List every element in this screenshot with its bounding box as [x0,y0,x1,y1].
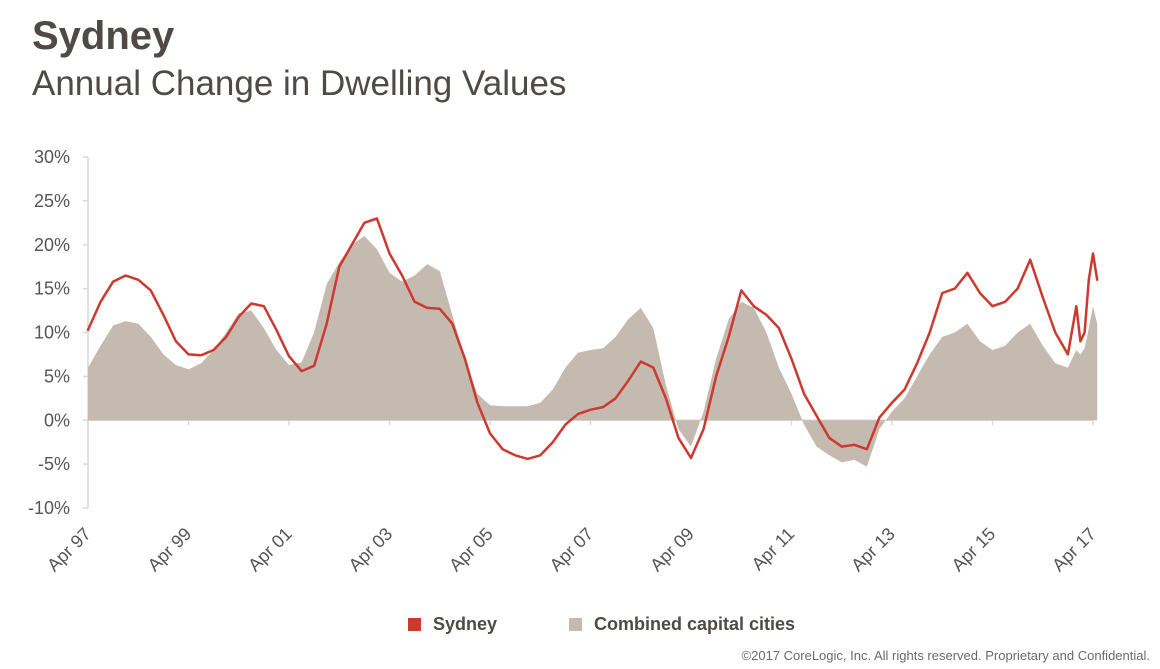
x-tick-label: Apr 11 [748,524,799,575]
y-tick-label: 0% [44,410,70,430]
x-tick-label: Apr 15 [948,524,1000,576]
y-tick-label: -5% [38,454,70,474]
legend-item-combined: Combined capital cities [569,614,795,635]
x-tick-label: Apr 97 [43,524,95,576]
chart-title: Sydney [32,14,175,58]
y-tick-label: -10% [28,498,70,518]
x-tick-label: Apr 01 [244,524,296,576]
y-tick-label: 5% [44,366,70,386]
y-tick-label: 20% [34,235,70,255]
y-tick-label: 15% [34,279,70,299]
x-tick-label: Apr 07 [546,524,598,576]
chart-plot: -10% -5% 0% 5% 10% 15% 20% 25% 30% Apr 97 Apr 99 Ap… [28,147,1100,576]
legend-label-sydney: Sydney [433,614,498,634]
copyright-footer: ©2017 CoreLogic, Inc. All rights reserve… [741,648,1150,663]
x-tick-label: Apr 99 [144,524,196,576]
y-tick-label: 30% [34,147,70,167]
x-tick-label: Apr 05 [445,524,497,576]
series-area-combined [88,236,1098,467]
y-tick-label: 25% [34,191,70,211]
legend-item-sydney: Sydney [408,614,497,635]
x-tick-label: Apr 03 [345,524,397,576]
legend-swatch-combined [569,618,582,631]
y-tick-label: 10% [34,323,70,343]
x-tick-label: Apr 13 [847,524,899,576]
x-tick-label: Apr 17 [1048,524,1100,576]
chart-subtitle: Annual Change in Dwelling Values [32,64,567,103]
legend-label-combined: Combined capital cities [594,614,796,634]
x-tick-label: Apr 09 [646,524,698,576]
legend-swatch-sydney [408,618,421,631]
